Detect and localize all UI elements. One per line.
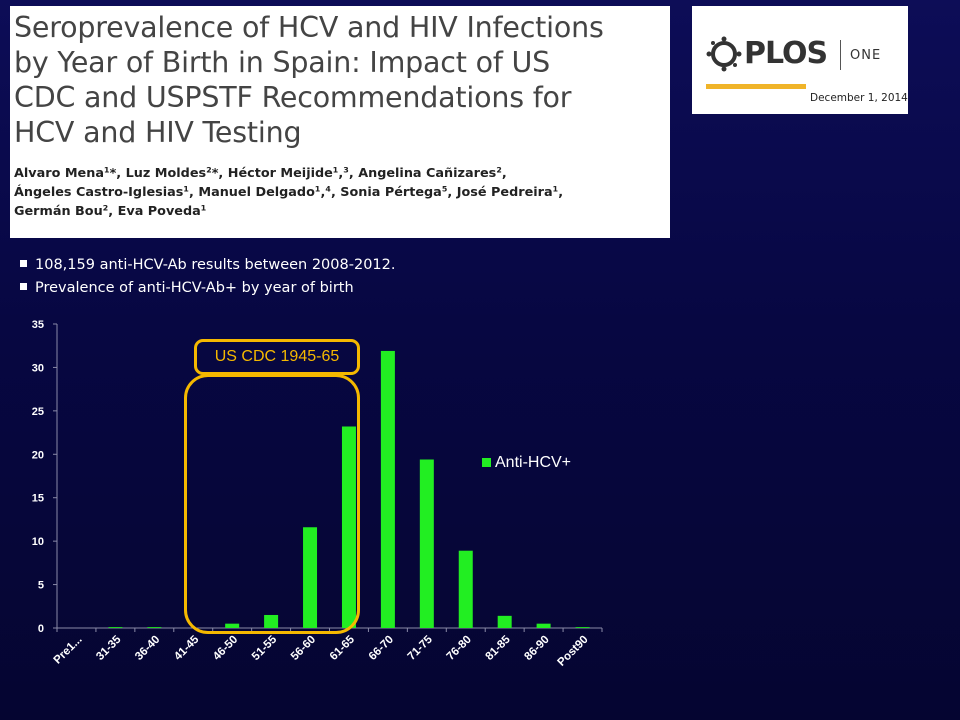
author-line: Alvaro Mena¹*, Luz Moldes²*, Héctor Meij… — [14, 166, 507, 181]
bar — [536, 623, 551, 628]
cdc-highlight-box — [184, 374, 360, 634]
paper-header: Seroprevalence of HCV and HIV Infections… — [10, 6, 670, 238]
x-tick-label: 36-40 — [133, 634, 162, 663]
bar — [380, 350, 395, 628]
author-line: Germán Bou², Eva Poveda¹ — [14, 204, 207, 219]
paper-title-line: CDC and USPSTF Recommendations for — [14, 81, 572, 114]
bar — [303, 527, 318, 628]
journal-subname: ONE — [850, 48, 882, 63]
bullet-item: Prevalence of anti-HCV-Ab+ by year of bi… — [20, 277, 395, 300]
x-tick-label: 86-90 — [522, 634, 551, 663]
paper-title-line: by Year of Birth in Spain: Impact of US — [14, 46, 551, 79]
bullet-item: 108,159 anti-HCV-Ab results between 2008… — [20, 254, 395, 277]
y-tick-label: 20 — [32, 449, 44, 461]
x-tick-label: 71-75 — [406, 633, 436, 663]
bullet-square-icon — [20, 260, 27, 267]
y-tick-label: 0 — [38, 623, 44, 635]
bar — [264, 614, 279, 628]
chart-legend: Anti-HCV+ — [482, 454, 571, 472]
y-tick-label: 5 — [38, 580, 44, 592]
bar — [458, 550, 473, 628]
bullet-text: Prevalence of anti-HCV-Ab+ by year of bi… — [35, 280, 354, 296]
bullet-square-icon — [20, 283, 27, 290]
bullet-text: 108,159 anti-HCV-Ab results between 2008… — [35, 257, 396, 273]
logo-accent-bar — [706, 84, 806, 89]
publication-date: December 1, 2014 — [810, 92, 908, 104]
y-tick-label: 10 — [32, 536, 44, 548]
bar — [108, 627, 123, 628]
x-tick-label: 51-55 — [250, 633, 280, 663]
paper-authors: Alvaro Mena¹*, Luz Moldes²*, Héctor Meij… — [14, 164, 664, 221]
y-tick-label: 35 — [32, 319, 44, 331]
bullet-list: 108,159 anti-HCV-Ab results between 2008… — [20, 254, 395, 300]
bar — [225, 623, 240, 628]
bar — [497, 615, 512, 628]
x-tick-label: 81-85 — [484, 633, 514, 663]
legend-label: Anti-HCV+ — [495, 454, 572, 471]
journal-logo: PLOS ONE December 1, 2014 — [692, 6, 908, 114]
x-tick-label: 31-35 — [94, 633, 124, 663]
paper-title: Seroprevalence of HCV and HIV Infections… — [14, 10, 664, 150]
paper-title-line: Seroprevalence of HCV and HIV Infections — [14, 11, 604, 44]
y-tick-label: 30 — [32, 362, 44, 374]
logo-divider — [840, 40, 841, 70]
x-tick-label: 56-60 — [289, 634, 318, 663]
x-tick-label: Pre1... — [52, 634, 85, 667]
bar — [147, 627, 162, 628]
plos-logo-icon — [706, 36, 742, 72]
x-tick-label: 41-45 — [172, 633, 202, 663]
y-tick-label: 25 — [32, 406, 44, 418]
x-tick-label: 61-65 — [328, 633, 358, 663]
bar-chart: 0 5 10 15 20 25 30 35 Pre1... 31-35 36-40 41-45 46-5… — [32, 319, 603, 669]
bar — [341, 426, 356, 628]
cdc-annotation-label: US CDC 1945-65 — [194, 339, 360, 375]
x-tick-label: 66-70 — [367, 634, 396, 663]
legend-swatch — [482, 458, 491, 467]
x-tick-label: 76-80 — [445, 634, 474, 663]
bar — [575, 627, 590, 628]
author-line: Ángeles Castro-Iglesias¹, Manuel Delgado… — [14, 185, 564, 200]
x-tick-label: Post90 — [556, 634, 591, 669]
x-tick-label: 46-50 — [211, 634, 240, 663]
y-tick-label: 15 — [32, 493, 44, 505]
paper-title-line: HCV and HIV Testing — [14, 116, 302, 149]
bar — [419, 459, 434, 628]
journal-name: PLOS — [744, 36, 828, 71]
